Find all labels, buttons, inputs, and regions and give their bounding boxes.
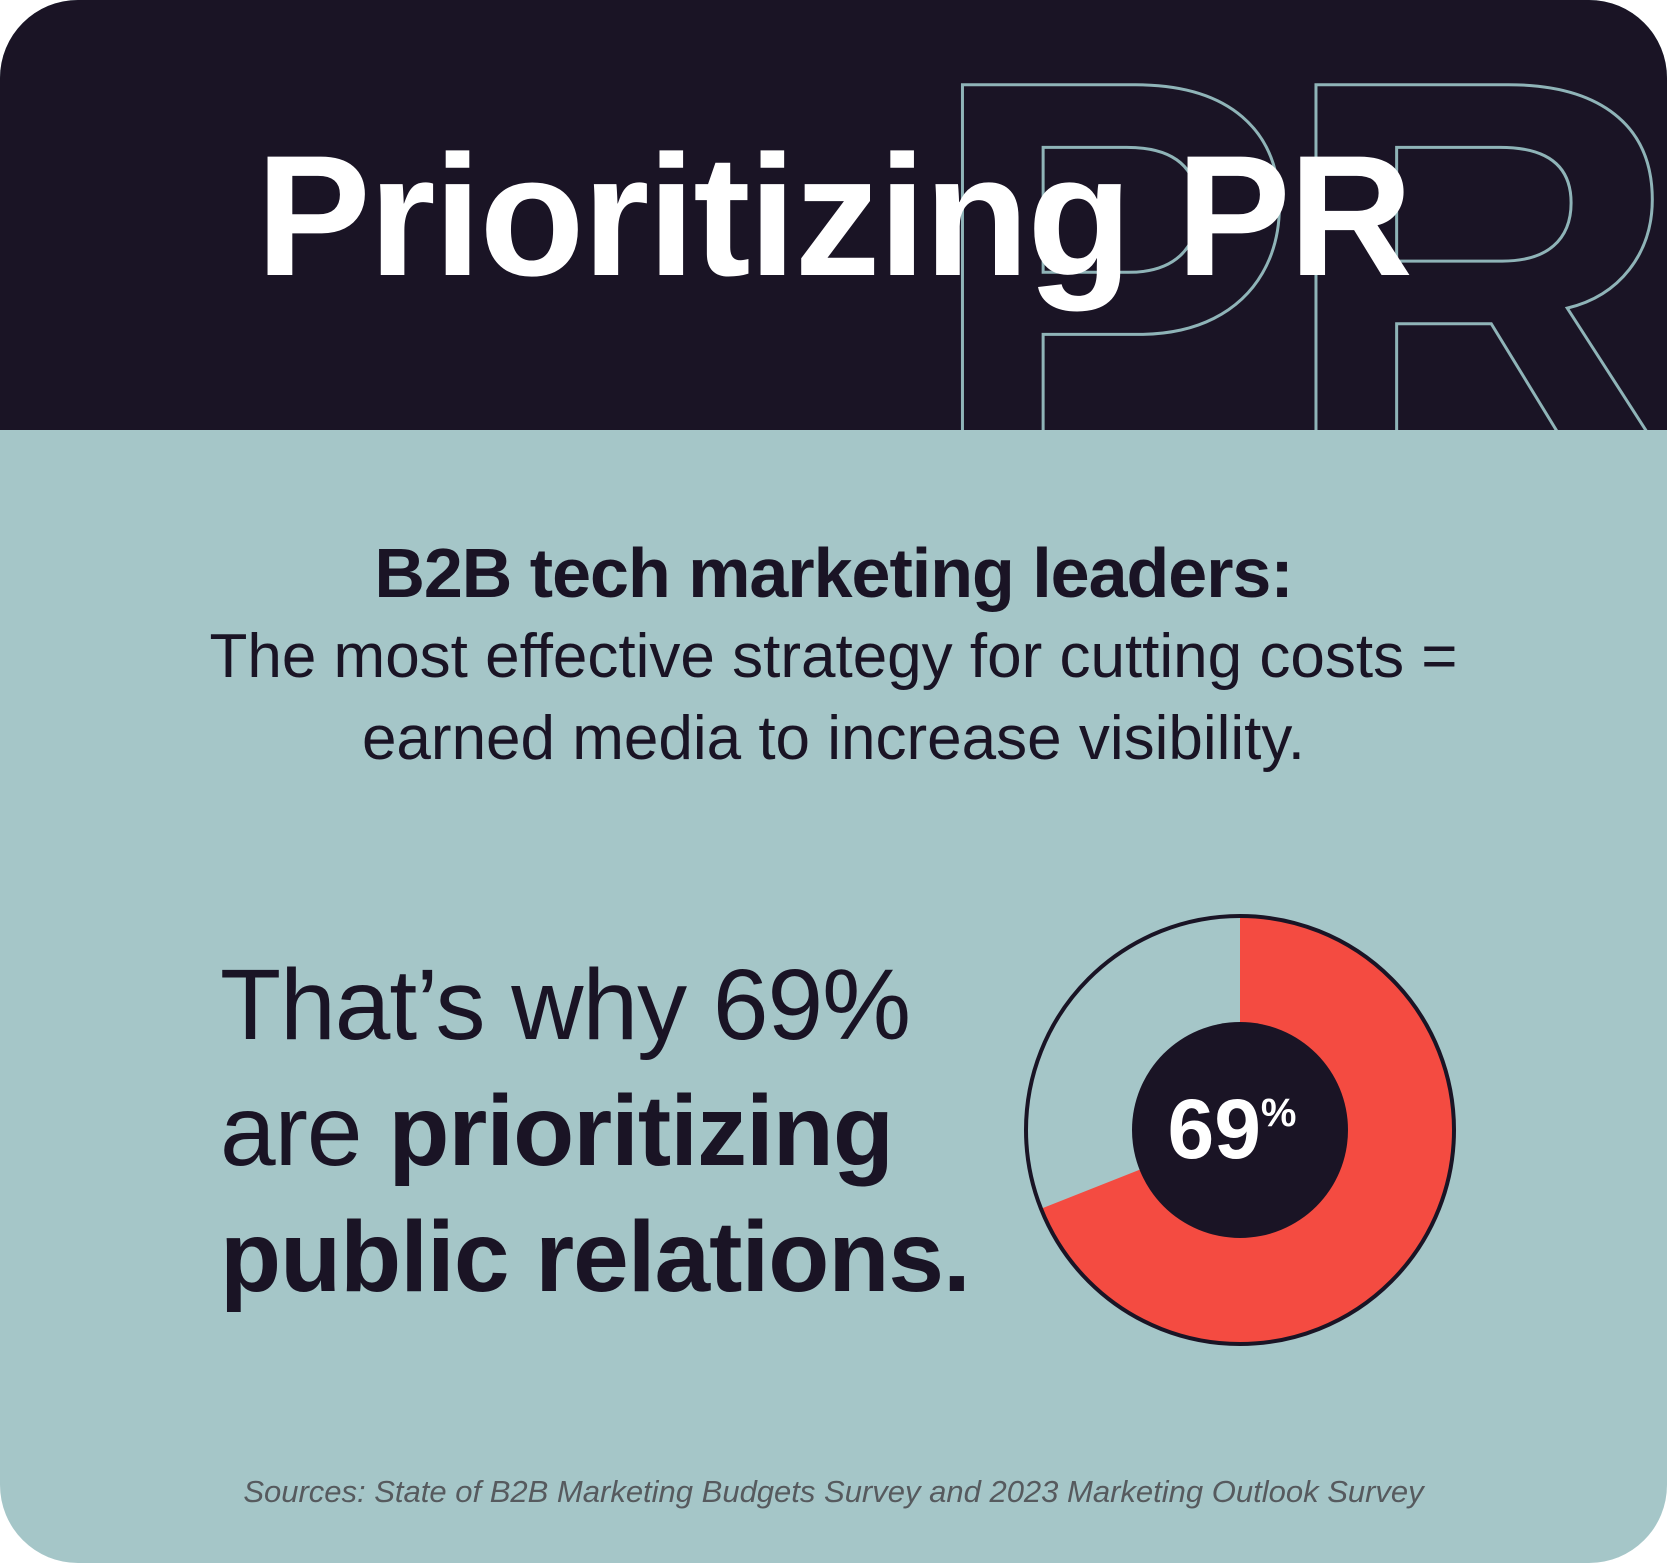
donut-chart: 69% — [1024, 914, 1456, 1346]
stat-line-2-bold: prioritizing — [388, 1075, 894, 1187]
intro-body-line-2: earned media to increase visibility. — [361, 704, 1306, 773]
stat-line-2-plain: are — [220, 1075, 389, 1187]
watermark-text: PR — [925, 0, 1667, 430]
stat-line-1: That’s why 69% — [220, 949, 911, 1061]
header-band: PR Prioritizing PR — [0, 0, 1667, 430]
intro-block: B2B tech marketing leaders: The most eff… — [0, 530, 1667, 780]
stat-line-3: public relations. — [220, 1201, 971, 1313]
donut-center-label: 69% — [1167, 1082, 1296, 1176]
donut-hole — [1132, 1022, 1348, 1238]
intro-heading: B2B tech marketing leaders: — [374, 534, 1293, 612]
watermark-pr-outline: PR — [924, 0, 1667, 430]
donut-outline — [1024, 914, 1456, 1346]
donut-center-unit: % — [1261, 1091, 1297, 1135]
stat-line-2: are prioritizing — [220, 1068, 1040, 1194]
stat-statement: That’s why 69% are prioritizing public r… — [220, 942, 1040, 1320]
page-title: Prioritizing PR — [256, 120, 1413, 312]
donut-center-value: 69 — [1167, 1082, 1260, 1176]
intro-body-line-1: The most effective strategy for cutting … — [209, 622, 1458, 691]
source-note: Sources: State of B2B Marketing Budgets … — [243, 1474, 1424, 1509]
